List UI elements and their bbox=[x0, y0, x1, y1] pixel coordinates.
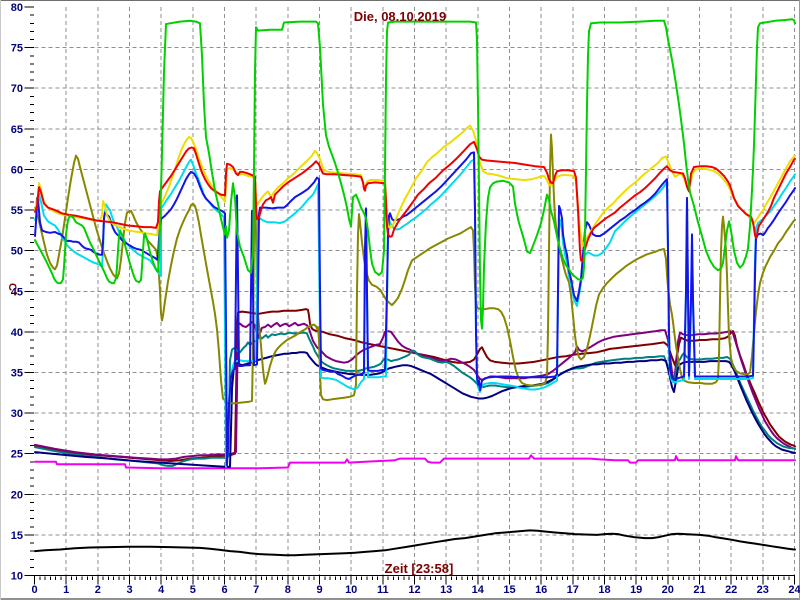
svg-text:11: 11 bbox=[377, 584, 389, 596]
svg-text:55: 55 bbox=[11, 205, 23, 217]
svg-text:15: 15 bbox=[11, 530, 23, 542]
svg-text:22: 22 bbox=[725, 584, 737, 596]
svg-text:12: 12 bbox=[408, 584, 420, 596]
svg-text:8: 8 bbox=[285, 584, 291, 596]
svg-text:14: 14 bbox=[472, 584, 485, 596]
svg-text:18: 18 bbox=[598, 584, 610, 596]
svg-text:19: 19 bbox=[630, 584, 642, 596]
svg-text:13: 13 bbox=[440, 584, 452, 596]
svg-text:17: 17 bbox=[567, 584, 579, 596]
svg-text:9: 9 bbox=[316, 584, 322, 596]
svg-text:10: 10 bbox=[11, 571, 23, 583]
svg-text:23: 23 bbox=[757, 584, 769, 596]
svg-text:6: 6 bbox=[221, 584, 227, 596]
svg-text:10: 10 bbox=[345, 584, 357, 596]
svg-text:45: 45 bbox=[11, 286, 23, 298]
svg-text:80: 80 bbox=[11, 2, 23, 14]
svg-text:24: 24 bbox=[788, 584, 800, 596]
svg-text:15: 15 bbox=[503, 584, 515, 596]
svg-text:75: 75 bbox=[11, 43, 23, 55]
svg-text:20: 20 bbox=[11, 489, 23, 501]
svg-text:70: 70 bbox=[11, 83, 23, 95]
svg-text:4: 4 bbox=[158, 584, 165, 596]
svg-text:25: 25 bbox=[11, 449, 23, 461]
svg-text:2: 2 bbox=[95, 584, 101, 596]
svg-text:C°: C° bbox=[6, 283, 18, 295]
svg-text:5: 5 bbox=[190, 584, 196, 596]
svg-text:21: 21 bbox=[693, 584, 705, 596]
svg-text:Die, 08.10.2019: Die, 08.10.2019 bbox=[354, 9, 447, 24]
svg-text:0: 0 bbox=[31, 584, 37, 596]
svg-text:65: 65 bbox=[11, 124, 23, 136]
svg-text:16: 16 bbox=[535, 584, 547, 596]
svg-text:7: 7 bbox=[253, 584, 259, 596]
svg-text:50: 50 bbox=[11, 246, 23, 258]
svg-text:35: 35 bbox=[11, 368, 23, 380]
svg-text:30: 30 bbox=[11, 408, 23, 420]
svg-text:3: 3 bbox=[126, 584, 132, 596]
svg-text:40: 40 bbox=[11, 327, 23, 339]
svg-text:Zeit [23:58]: Zeit [23:58] bbox=[385, 561, 454, 576]
svg-text:60: 60 bbox=[11, 164, 23, 176]
svg-text:20: 20 bbox=[662, 584, 674, 596]
svg-text:1: 1 bbox=[63, 584, 69, 596]
